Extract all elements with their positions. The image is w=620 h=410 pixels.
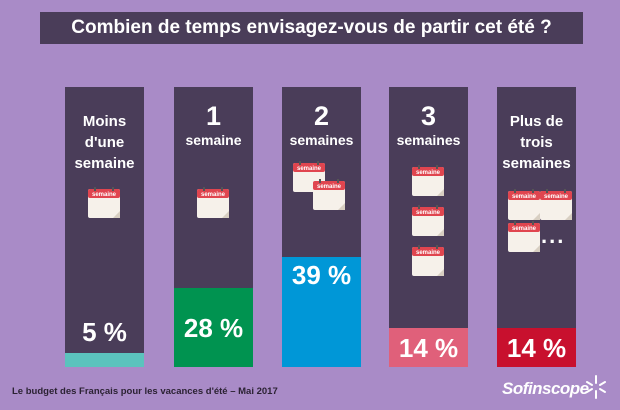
column-label: Plus de trois semaines (502, 113, 571, 172)
bar-fill (174, 288, 253, 367)
calendar-icon: semaine (313, 179, 345, 210)
svg-text:semaine: semaine (512, 226, 537, 232)
svg-text:semaine: semaine (416, 210, 441, 216)
calendar-icon: semaine (508, 189, 540, 220)
calendar-icon: semaine (412, 165, 444, 196)
bar-value-label: 14 % (398, 333, 459, 363)
column-plus-de-trois-semaines: Plus de trois semaines 14 % semaine semaine s… (497, 87, 576, 367)
bar-fill (389, 328, 468, 367)
svg-text:semaine: semaine (512, 194, 537, 200)
chart-title: Combien de temps envisagez-vous de parti… (40, 12, 583, 44)
bar-value-label: 14 % (506, 333, 567, 363)
column-1-semaine: 1 semaine 28 % semaine (174, 87, 253, 367)
svg-text:semaine: semaine (416, 250, 441, 256)
bar-value-label: 5 % (82, 317, 127, 347)
column-label: Moins d'une semaine (74, 113, 135, 172)
calendar-icon: semaine (88, 187, 120, 218)
footer-source: Le budget des Français pour les vacances… (12, 386, 278, 397)
svg-text:semaine: semaine (317, 184, 342, 190)
svg-text:semaine: semaine (544, 194, 569, 200)
svg-text:semaine: semaine (92, 192, 117, 198)
svg-text:semaine: semaine (297, 166, 322, 172)
calendar-icon: semaine (197, 187, 229, 218)
column-3-semaines: 3 semaines 14 % semaine semaine semaine (389, 87, 468, 367)
column-2-semaines: 2 semaines 39 % semaine semaine (282, 87, 361, 367)
column-label: 2 semaines (289, 101, 354, 148)
sparkle-icon (586, 375, 606, 399)
brand-logo-text: Sofinscope (502, 379, 589, 398)
calendar-icon: semaine (508, 221, 540, 252)
column-label: 1 semaine (185, 101, 242, 148)
calendar-icon: semaine (540, 189, 572, 220)
column-label: 3 semaines (396, 101, 461, 148)
bar-fill (497, 328, 576, 367)
column-moins-dune-semaine: Moins d'une semaine 5 % semaine (65, 87, 144, 367)
bar-value-label: 28 % (183, 313, 244, 343)
calendar-icon: semaine (412, 245, 444, 276)
svg-text:semaine: semaine (201, 192, 226, 198)
bar-value-label: 39 % (291, 260, 352, 290)
bar-fill (282, 257, 361, 367)
calendar-icon: semaine (412, 205, 444, 236)
bar-fill (65, 353, 144, 367)
svg-text:semaine: semaine (416, 170, 441, 176)
ellipsis-text: ... (541, 223, 566, 248)
